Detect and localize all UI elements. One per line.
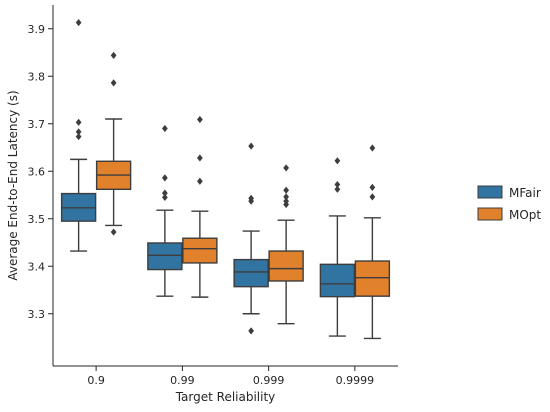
outlier-point [248,142,255,150]
x-axis: 0.9 0.99 0.999 0.9999 [53,365,398,387]
outlier-point [283,193,290,201]
y-tick-label: 3.4 [28,260,46,273]
outlier-point [248,327,255,335]
legend-swatch-mfair [477,185,503,199]
outlier-point [283,186,290,194]
outlier-point [161,189,168,197]
outlier-point [248,197,255,205]
outlier-point [334,180,341,189]
legend-swatch-mopt [477,207,503,221]
box-mfair-0.99 [147,124,183,297]
outlier-point [161,174,168,182]
outlier-point [369,144,376,152]
x-axis-label: Target Reliability [175,390,276,404]
y-tick-label: 3.6 [28,165,46,178]
x-tick-label: 0.999 [253,374,285,387]
y-tick-label: 3.8 [28,70,46,83]
y-tick-label: 3.3 [28,308,46,321]
box-mopt-0.999 [268,164,304,325]
plot-area [60,18,391,340]
outlier-point [196,115,203,124]
iqr-box [268,250,304,282]
outlier-point [369,193,376,201]
legend: MFair MOpt [477,185,541,222]
y-axis-label: Average End-to-End Latency (s) [6,90,20,280]
outlier-point [334,157,341,165]
outlier-point [161,193,168,201]
box-mopt-0.9 [95,51,132,236]
y-tick-label: 3.9 [28,23,46,36]
iqr-box [147,242,183,271]
box-mfair-0.999 [233,142,269,335]
outlier-point [283,200,290,209]
outlier-point [161,124,168,133]
outlier-point [196,177,203,185]
outlier-point [283,164,290,172]
outlier-point [334,185,341,193]
outlier-point [75,128,82,136]
x-tick-label: 0.99 [170,374,195,387]
outlier-point [369,183,376,191]
box-mfair-0.9999 [319,157,356,337]
outlier-point [110,51,117,59]
outlier-point [110,228,117,236]
y-tick-label: 3.5 [28,213,46,226]
y-axis: 3.3 3.4 3.5 3.6 3.7 3.8 3.9 [28,5,54,366]
outlier-point [75,18,82,27]
outlier-point [110,79,117,87]
box-mopt-0.9999 [354,144,391,340]
legend-label-mopt: MOpt [509,208,541,222]
iqr-box [319,263,356,298]
outlier-point [196,154,203,162]
legend-label-mfair: MFair [509,186,541,200]
y-tick-label: 3.7 [28,118,46,131]
iqr-box [354,260,391,297]
outlier-point [75,132,82,141]
iqr-box [233,258,269,288]
box-mfair-0.9 [60,18,97,252]
iqr-box [182,237,218,264]
box-mopt-0.99 [182,115,218,298]
outlier-point [75,118,82,126]
x-tick-label: 0.9999 [336,374,375,387]
x-tick-label: 0.9 [87,374,105,387]
